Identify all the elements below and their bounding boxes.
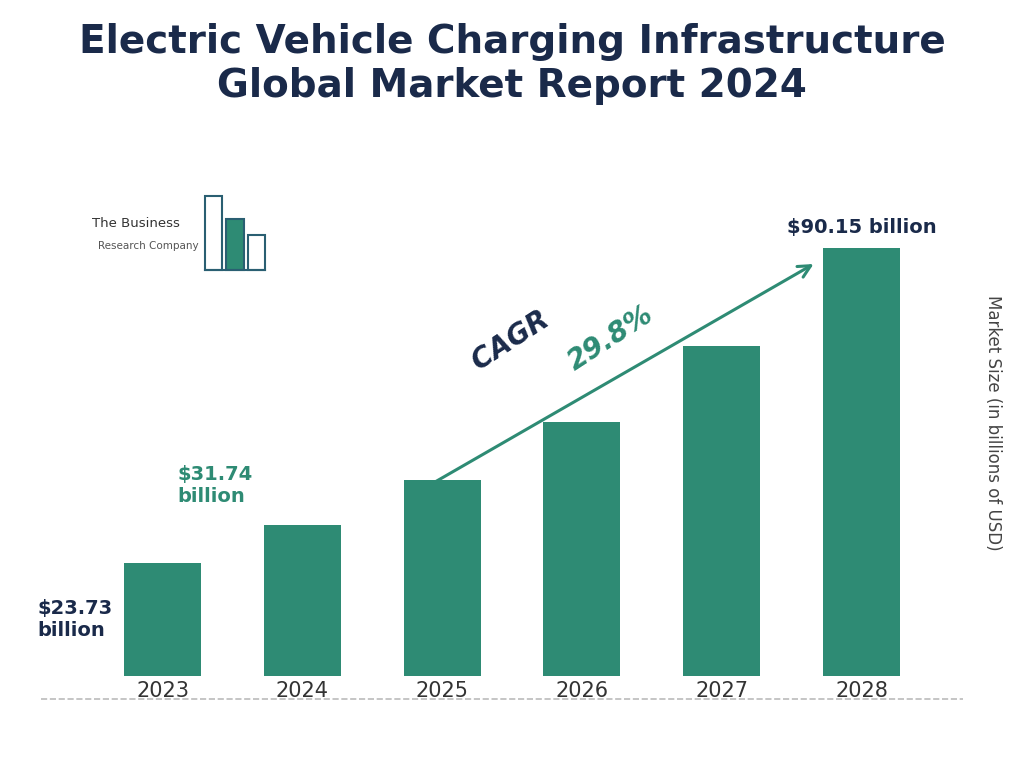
Bar bbox=[403, 481, 480, 676]
Text: $90.15 billion: $90.15 billion bbox=[786, 217, 936, 237]
FancyBboxPatch shape bbox=[205, 196, 222, 270]
Text: The Business: The Business bbox=[92, 217, 180, 230]
Bar bbox=[683, 346, 760, 676]
Text: $31.74
billion: $31.74 billion bbox=[177, 465, 253, 506]
Bar bbox=[823, 248, 900, 676]
Text: CAGR: CAGR bbox=[467, 300, 562, 376]
Text: Market Size (in billions of USD): Market Size (in billions of USD) bbox=[984, 295, 1002, 550]
Bar bbox=[264, 525, 341, 676]
FancyBboxPatch shape bbox=[248, 235, 265, 270]
Text: 29.8%: 29.8% bbox=[562, 300, 658, 376]
Bar bbox=[544, 422, 621, 676]
FancyBboxPatch shape bbox=[226, 219, 244, 270]
Text: Research Company: Research Company bbox=[98, 241, 199, 251]
Text: Electric Vehicle Charging Infrastructure
Global Market Report 2024: Electric Vehicle Charging Infrastructure… bbox=[79, 23, 945, 105]
Text: $23.73
billion: $23.73 billion bbox=[38, 599, 113, 640]
Bar bbox=[124, 563, 201, 676]
